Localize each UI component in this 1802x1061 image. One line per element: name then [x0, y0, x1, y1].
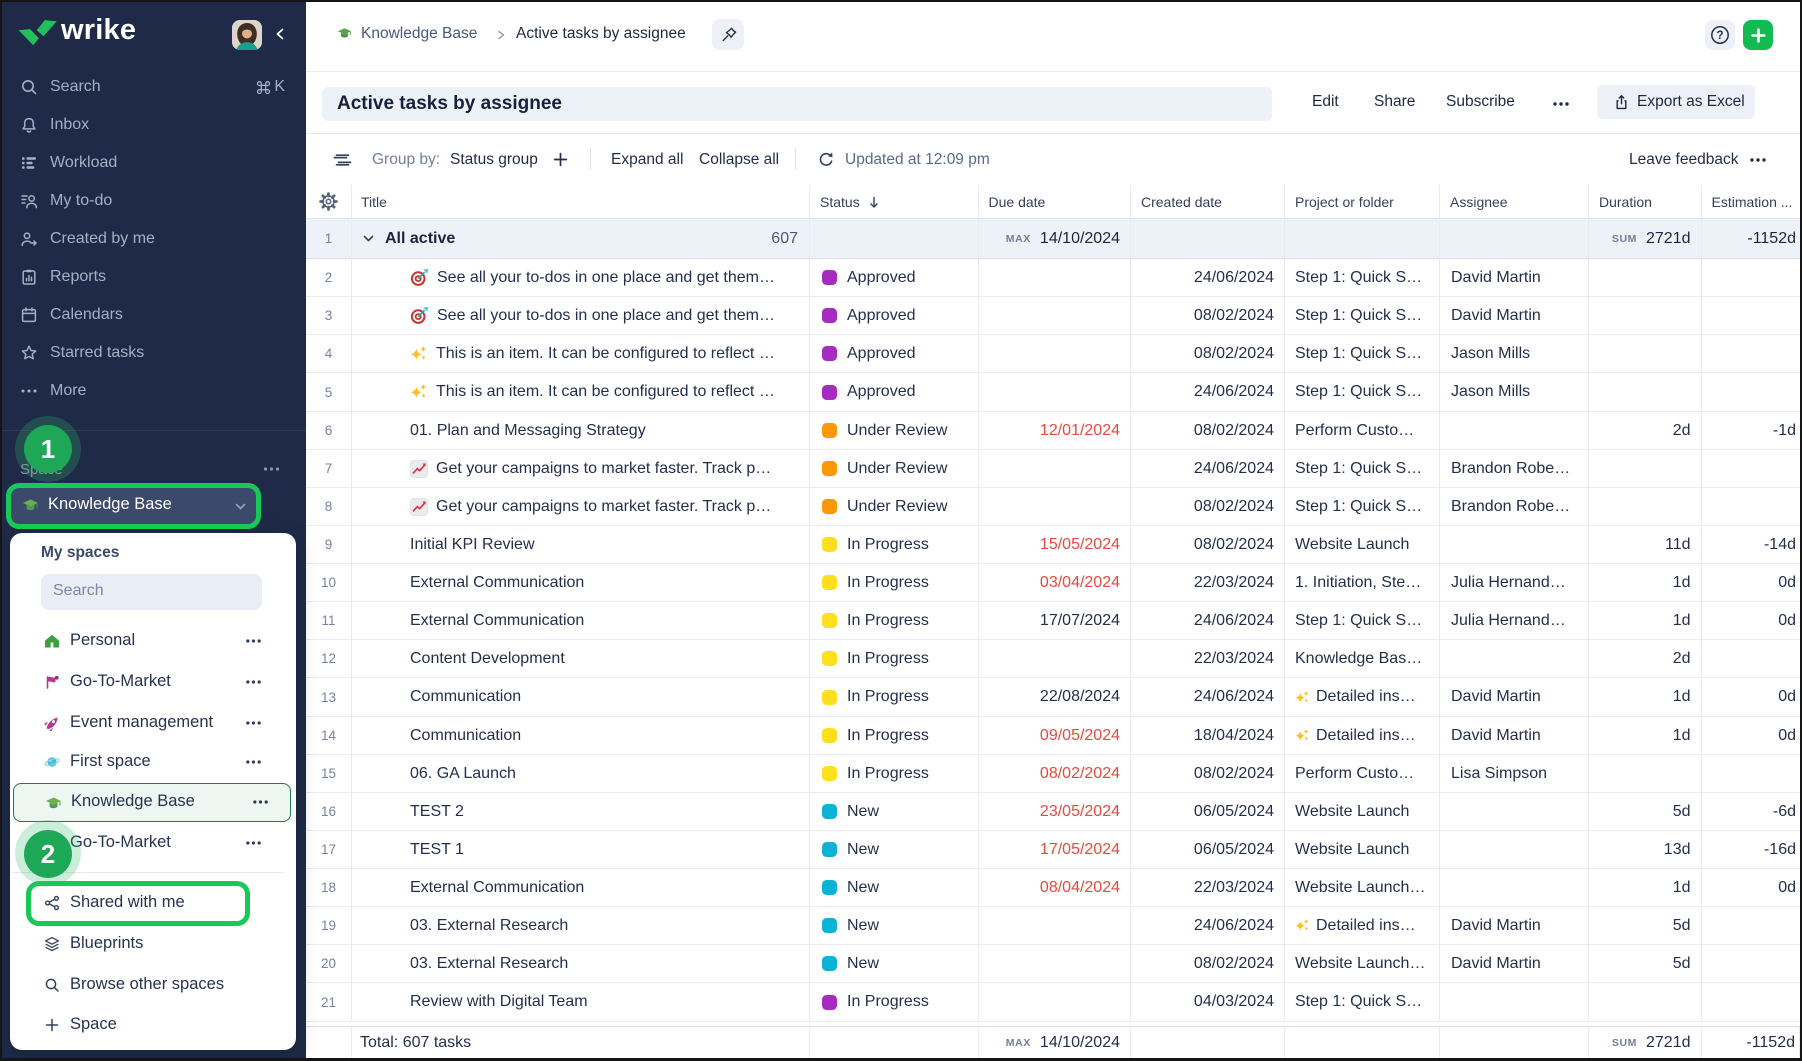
svg-text:?: ?	[1716, 30, 1723, 42]
